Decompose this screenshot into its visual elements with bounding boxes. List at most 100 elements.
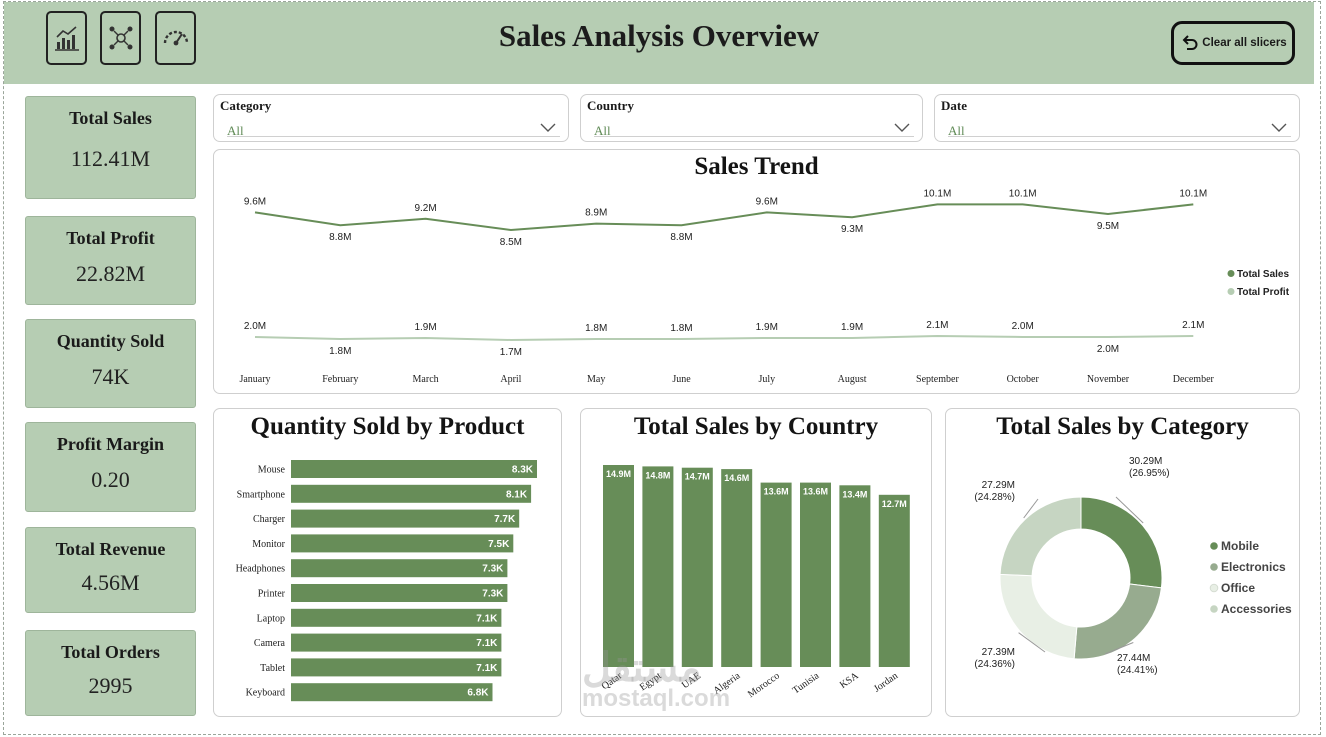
x-axis-tick-label: September: [916, 374, 959, 385]
country-bar[interactable]: [839, 485, 871, 667]
country-axis-label: Jordan: [872, 670, 900, 694]
country-axis-label: Algeria: [712, 670, 743, 697]
country-chart-title: Total Sales by Country: [633, 413, 879, 440]
chevron-down-icon[interactable]: [1271, 123, 1287, 133]
total-profit-data-label: 2.0M: [244, 321, 266, 332]
legend-label[interactable]: Total Sales: [1237, 269, 1289, 280]
legend-marker: [1227, 270, 1235, 277]
legend-label[interactable]: Electronics: [1221, 560, 1286, 574]
category-slice-electronics[interactable]: [1073, 583, 1162, 660]
product-bar[interactable]: [291, 460, 537, 478]
total-sales-data-label: 9.6M: [756, 196, 778, 207]
total-profit-data-label: 2.0M: [1012, 321, 1034, 332]
product-bar-data-label: 8.1K: [506, 489, 528, 500]
kpi-card-total-orders: Total Orders 2995: [25, 630, 196, 716]
country-axis-label: Qatar: [600, 670, 625, 692]
sales-trend-title: Sales Trend: [694, 153, 819, 180]
nav-button-gauge[interactable]: [155, 11, 196, 65]
legend-label[interactable]: Total Profit: [1237, 287, 1290, 298]
product-bar-data-label: 7.3K: [482, 564, 504, 575]
chevron-down-icon[interactable]: [540, 123, 556, 133]
product-bar-data-label: 7.1K: [476, 663, 498, 674]
slicer-underline: [594, 136, 914, 137]
clear-all-slicers-button[interactable]: Clear all slicers: [1171, 21, 1295, 65]
product-bar[interactable]: [291, 484, 532, 503]
country-bar[interactable]: [642, 466, 674, 667]
country-axis-label: Morocco: [746, 670, 782, 700]
chevron-down-icon[interactable]: [894, 123, 910, 133]
total-profit-data-label: 1.9M: [841, 322, 863, 333]
nav-button-network[interactable]: [100, 11, 141, 65]
country-bar[interactable]: [721, 469, 753, 667]
kpi-card-total-sales: Total Sales 112.41M: [25, 96, 196, 199]
kpi-title: Quantity Sold: [56, 331, 165, 351]
product-bar-data-label: 7.5K: [488, 539, 510, 550]
sales-trend-panel: Sales Trend 9.6M 8.8M 9.2M 8.5M 8.9M 8.8M 9.6M…: [213, 149, 1300, 394]
product-bar[interactable]: [291, 584, 508, 602]
kpi-title: Total Profit: [66, 228, 155, 248]
slicer-value: All: [948, 123, 965, 138]
total-profit-data-label: 1.8M: [670, 323, 692, 334]
product-bar-data-label: 7.3K: [482, 589, 504, 600]
country-axis-label: Tunisia: [791, 670, 822, 696]
legend-label[interactable]: Mobile: [1221, 539, 1259, 553]
kpi-value: 22.82M: [75, 261, 146, 286]
country-chart: 14.9M Qatar 14.8M Egypt 14.7M UAE 14.6M Algeria…: [600, 465, 910, 700]
slicer-underline: [948, 136, 1291, 137]
total-profit-data-label: 1.8M: [585, 323, 607, 334]
product-bar[interactable]: [291, 559, 508, 578]
product-bar[interactable]: [291, 509, 520, 528]
product-bar-data-label: 7.1K: [476, 638, 498, 649]
total-sales-data-label: 9.5M: [1097, 221, 1119, 232]
nav-button-line-chart[interactable]: [46, 11, 87, 65]
kpi-card-profit-margin: Profit Margin 0.20: [25, 422, 196, 512]
page-title: Sales Analysis Overview: [498, 18, 820, 53]
category-value-label: 27.29M: [982, 480, 1015, 491]
kpi-value: 2995: [88, 673, 133, 698]
category-slice-accessories[interactable]: [999, 496, 1082, 577]
category-chart-title: Total Sales by Category: [996, 413, 1249, 440]
product-bar[interactable]: [291, 633, 502, 652]
kpi-title: Total Sales: [69, 108, 152, 128]
country-bar[interactable]: [800, 482, 831, 667]
product-category-label: Printer: [258, 589, 286, 600]
product-category-label: Charger: [253, 514, 286, 525]
slicer-date[interactable]: Date All: [934, 94, 1300, 142]
country-bar[interactable]: [878, 494, 910, 667]
country-bar-data-label: 12.7M: [882, 499, 907, 509]
product-category-label: Laptop: [257, 613, 285, 624]
category-value-label: 27.44M: [1117, 653, 1150, 664]
slicer-country[interactable]: Country All: [580, 94, 923, 142]
total-sales-data-label: 10.1M: [1179, 188, 1207, 199]
total-profit-data-label: 1.9M: [756, 322, 778, 333]
country-axis-label: KSA: [838, 670, 861, 691]
product-bar[interactable]: [291, 683, 493, 702]
category-value-label: 30.29M: [1129, 456, 1162, 467]
x-axis-tick-label: November: [1087, 374, 1130, 385]
slicer-title: Category: [220, 98, 272, 113]
country-bar[interactable]: [760, 482, 792, 667]
x-axis-tick-label: May: [587, 374, 605, 385]
country-bar[interactable]: [681, 467, 713, 667]
country-bar-data-label: 14.7M: [685, 472, 710, 482]
slicer-category[interactable]: Category All: [213, 94, 569, 142]
kpi-value: 4.56M: [81, 570, 140, 595]
x-axis-tick-label: March: [413, 374, 439, 385]
leader-line: [1023, 498, 1039, 519]
product-bar[interactable]: [291, 608, 502, 627]
x-axis-tick-label: October: [1007, 374, 1040, 385]
product-category-label: Headphones: [236, 564, 286, 575]
kpi-title: Total Orders: [61, 642, 160, 662]
legend-label[interactable]: Accessories: [1221, 602, 1292, 616]
x-axis-tick-label: January: [239, 374, 270, 385]
product-bar-data-label: 7.7K: [494, 514, 516, 525]
category-slice-mobile[interactable]: [1080, 496, 1163, 589]
product-bar[interactable]: [291, 534, 514, 553]
total-sales-data-label: 8.5M: [500, 237, 522, 248]
slicer-title: Country: [587, 98, 634, 113]
legend-label[interactable]: Office: [1221, 581, 1255, 595]
product-bar-data-label: 6.8K: [467, 688, 489, 699]
product-bar[interactable]: [291, 658, 502, 677]
country-bar[interactable]: [603, 465, 634, 667]
total-sales-data-label: 9.2M: [414, 203, 436, 214]
